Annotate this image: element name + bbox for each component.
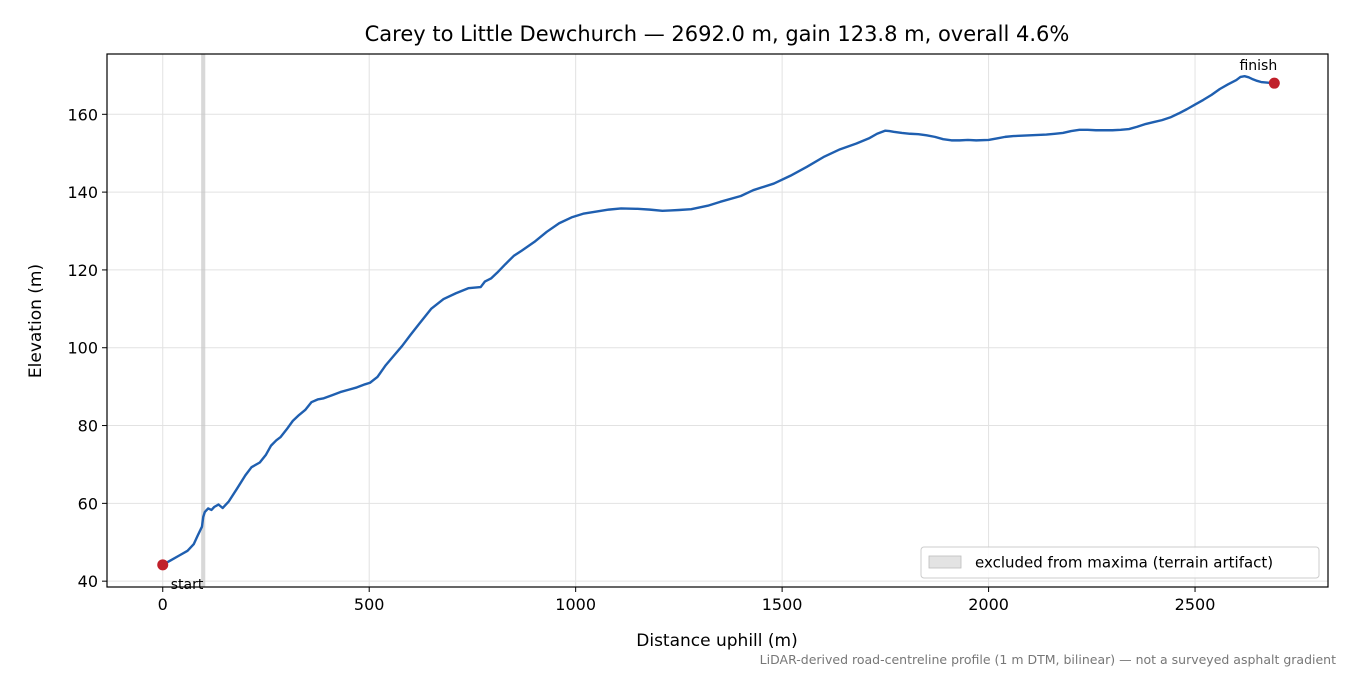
x-tick-label: 500	[354, 595, 385, 614]
legend-label-excluded: excluded from maxima (terrain artifact)	[975, 554, 1273, 572]
x-tick-label: 2000	[968, 595, 1009, 614]
y-tick-label: 140	[67, 183, 98, 202]
footnote: LiDAR-derived road-centreline profile (1…	[760, 652, 1336, 667]
plot-frame	[106, 53, 1329, 588]
y-tick-label: 60	[78, 494, 98, 513]
finish-marker	[1268, 77, 1280, 89]
finish-label: finish	[1239, 58, 1277, 74]
plot-area: start finish	[107, 54, 1328, 593]
x-tick-label: 0	[158, 595, 168, 614]
grid-lines	[107, 54, 1328, 587]
excluded-region	[201, 54, 206, 587]
legend-box	[920, 546, 1320, 579]
y-tick-label: 100	[67, 339, 98, 358]
start-marker	[157, 559, 169, 571]
start-label: start	[171, 577, 204, 593]
y-tick-label: 160	[67, 105, 98, 124]
legend-swatch-excluded	[928, 555, 962, 569]
excluded-region-band	[201, 54, 206, 587]
legend: excluded from maxima (terrain artifact)	[920, 546, 1320, 579]
x-tick-label: 1500	[762, 595, 803, 614]
y-tick-label: 80	[78, 417, 98, 436]
x-tick-label: 1000	[555, 595, 596, 614]
y-tick-label: 40	[78, 572, 98, 591]
chart-title: Carey to Little Dewchurch — 2692.0 m, ga…	[365, 22, 1070, 46]
x-tick-label: 2500	[1175, 595, 1216, 614]
elevation-series-line	[161, 74, 1276, 567]
y-tick-label: 120	[67, 261, 98, 280]
x-axis-label: Distance uphill (m)	[636, 631, 797, 651]
y-axis-label: Elevation (m)	[26, 264, 46, 378]
y-axis-ticks: 40 60 80 100 120 140 160	[67, 105, 107, 591]
x-axis-ticks: 0 500 1000 1500 2000 2500	[158, 587, 1216, 614]
marker-group: start finish	[157, 58, 1280, 593]
series-group	[161, 74, 1276, 567]
